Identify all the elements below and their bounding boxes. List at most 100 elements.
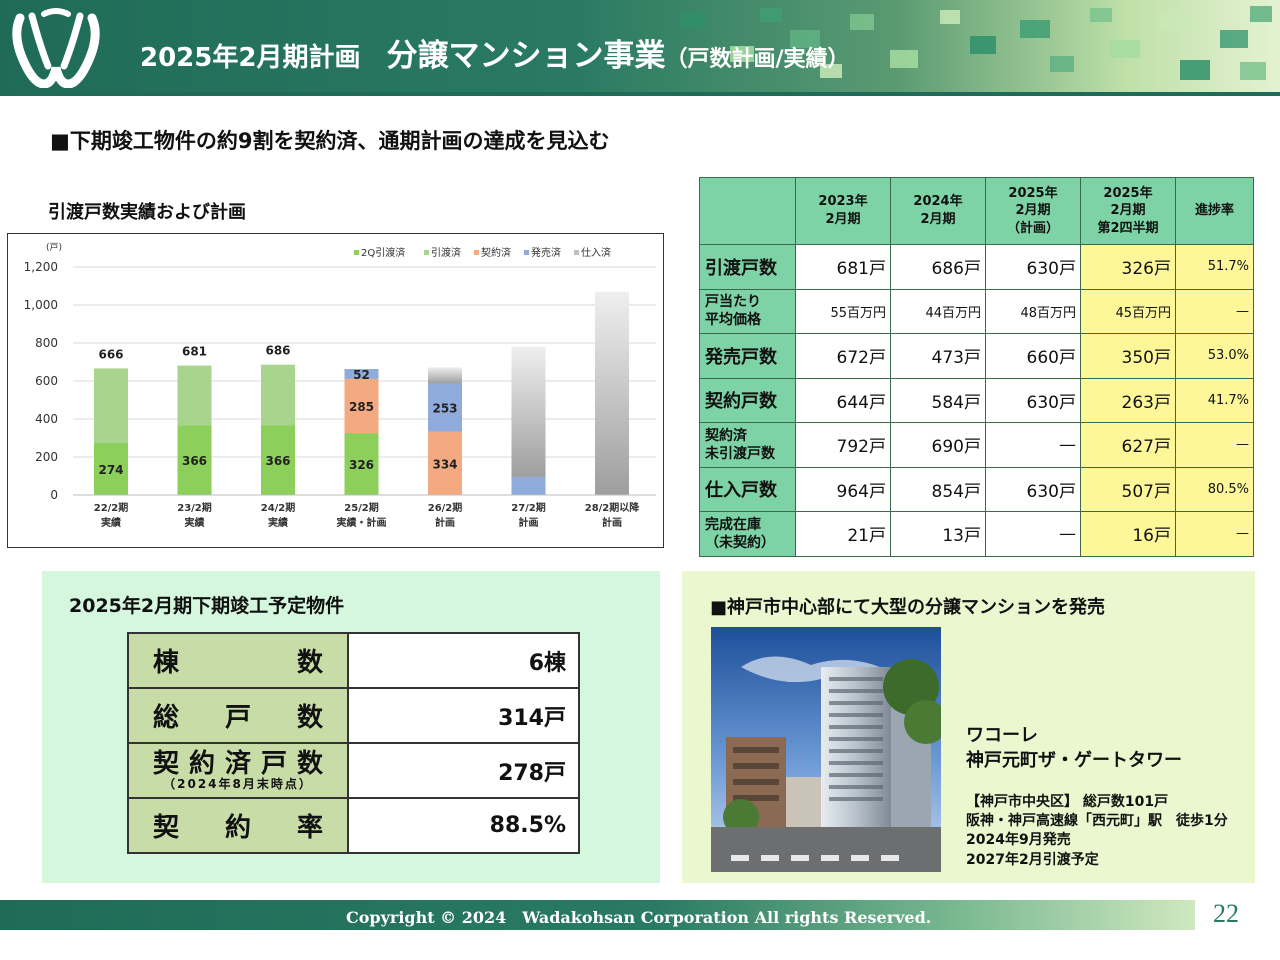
y-tick-label: 0 — [50, 488, 58, 502]
label-char: 戸 — [260, 748, 287, 779]
label-char: 戸 — [224, 703, 251, 733]
table-cell: 690戸 — [890, 422, 986, 468]
bar-segment — [177, 365, 212, 426]
header-tile — [790, 30, 820, 48]
header-tile — [1160, 14, 1186, 30]
column-header-line: 2025年 — [1008, 185, 1058, 201]
x-tick-label: 26/2期 — [428, 501, 463, 514]
bar-total-label: 666 — [98, 347, 123, 361]
table-cell: 630戸 — [985, 244, 1081, 290]
label-char: 契 — [153, 813, 180, 843]
copyright-text: Copyright © 2024 Wadakohsan Corporation … — [346, 908, 932, 927]
bar-segment — [344, 378, 379, 434]
row-label-line: （未契約） — [705, 534, 775, 551]
bar-segment — [428, 367, 462, 384]
legend-label: 発売済 — [531, 246, 561, 259]
table-cell: 627戸 — [1080, 422, 1176, 468]
header-tile — [890, 50, 918, 68]
x-tick-label: 実績 — [101, 516, 121, 529]
page-title: 2025年2月期計画 分譲マンション事業（戸数計画/実績） — [140, 30, 850, 75]
label-char: 数 — [296, 748, 323, 779]
row-label: 引渡戸数 — [699, 244, 796, 290]
x-tick-label: 24/2期 — [261, 501, 296, 514]
page-number: 22 — [1213, 899, 1239, 928]
row-label-line: 戸当たり — [705, 294, 761, 311]
label-char: 棟 — [153, 648, 180, 678]
header-decoration — [640, 0, 1280, 92]
bar-data-label: 285 — [349, 400, 374, 414]
bar-segment — [261, 364, 295, 426]
label-char: 数 — [296, 703, 323, 733]
progress-rate-cell: 51.7% — [1175, 244, 1254, 290]
table-cell: 55百万円 — [795, 288, 891, 334]
table-cell: 350戸 — [1080, 333, 1176, 379]
table-row: 契約済 未引渡戸数 792戸 690戸 —627戸 — — [699, 422, 1254, 468]
completion-label-text: 契約済戸数 — [153, 748, 323, 779]
bar-segment — [94, 368, 128, 443]
bar-data-label: 326 — [349, 458, 374, 472]
bar-data-label: 334 — [432, 457, 457, 471]
property-panel-title: ■神戸市中心部にて大型の分譲マンションを発売 — [710, 597, 1106, 618]
table-corner-cell — [699, 177, 796, 245]
title-period: 2025年2月期計画 — [140, 43, 361, 73]
completion-panel-title: 2025年2月期下期竣工予定物件 — [69, 595, 345, 617]
completion-row: 契約済戸数（2024年8月末時点） 278戸 — [127, 742, 580, 799]
bar-data-label: 366 — [265, 454, 290, 468]
table-cell: 45百万円 — [1080, 288, 1176, 334]
header-tile — [1220, 30, 1248, 48]
row-label-line: 発売戸数 — [705, 346, 777, 368]
completion-label-text: 総戸数 — [153, 697, 323, 734]
y-tick-label: 1,000 — [24, 298, 58, 312]
chart-title: 引渡戸数実績および計画 — [48, 202, 246, 223]
x-tick-label: 計画 — [435, 516, 455, 529]
header-bar: 2025年2月期計画 分譲マンション事業（戸数計画/実績） — [0, 0, 1280, 92]
row-label: 契約戸数 — [699, 377, 796, 423]
completion-label: 棟数 — [127, 632, 349, 689]
completion-label: 契約率 — [127, 797, 349, 854]
row-label: 発売戸数 — [699, 333, 796, 379]
row-label: 完成在庫 （未契約） — [699, 511, 796, 557]
header-tile — [1240, 62, 1266, 80]
table-cell: 13戸 — [890, 511, 986, 557]
bar-segment — [177, 425, 212, 495]
table-row: 戸当たり 平均価格 55百万円 44百万円 48百万円 45百万円 — — [699, 288, 1254, 334]
completion-value: 6棟 — [347, 632, 580, 689]
progress-rate-cell: 80.5% — [1175, 466, 1254, 512]
header-tile — [970, 36, 996, 54]
x-tick-label: 27/2期 — [511, 501, 546, 514]
x-tick-label: 28/2期以降 — [585, 501, 641, 514]
completion-label-text: 契約率 — [153, 807, 323, 844]
legend-label: 契約済 — [481, 246, 511, 259]
table-cell: 48百万円 — [985, 288, 1081, 334]
completion-label-text: 棟数 — [153, 642, 323, 679]
column-header-line: 2023年 — [818, 194, 868, 210]
y-tick-label: 200 — [35, 450, 58, 464]
table-column-header: 2025年 2月期 （計画） — [985, 177, 1081, 245]
label-char: 総 — [153, 703, 180, 733]
label-char: 約 — [188, 748, 215, 779]
header-tile — [680, 12, 706, 28]
table-column-header: 2023年 2月期 — [795, 177, 891, 245]
table-column-header: 2024年 2月期 — [890, 177, 986, 245]
table-cell: 681戸 — [795, 244, 891, 290]
bar-segment — [595, 291, 629, 495]
title-main: 分譲マンション事業 — [386, 38, 666, 74]
table-cell: — — [985, 511, 1081, 557]
property-info-sale: 2024年9月発売 — [966, 832, 1071, 849]
bar-segment — [511, 476, 546, 495]
legend-label: 2Q引渡済 — [361, 246, 405, 259]
column-header-line: 2月期 — [1015, 203, 1051, 219]
table-column-header: 2025年 2月期 第2四半期 — [1080, 177, 1176, 245]
legend-swatch — [424, 250, 429, 255]
progress-rate-cell: — — [1175, 422, 1254, 468]
property-name-line2: 神戸元町ザ・ゲートタワー — [966, 750, 1182, 772]
table-row: 引渡戸数 681戸 686戸 630戸 326戸 51.7% — [699, 244, 1254, 290]
table-cell: 686戸 — [890, 244, 986, 290]
header-tile — [1180, 60, 1210, 80]
completion-label-note: （2024年8月末時点） — [163, 776, 313, 791]
property-name-line1: ワコーレ — [966, 725, 1038, 746]
property-panel: ■神戸市中心部にて大型の分譲マンションを発売 — [682, 571, 1255, 883]
completion-label: 総戸数 — [127, 687, 349, 744]
row-label: 戸当たり 平均価格 — [699, 288, 796, 334]
bar-data-label: 253 — [432, 402, 457, 416]
